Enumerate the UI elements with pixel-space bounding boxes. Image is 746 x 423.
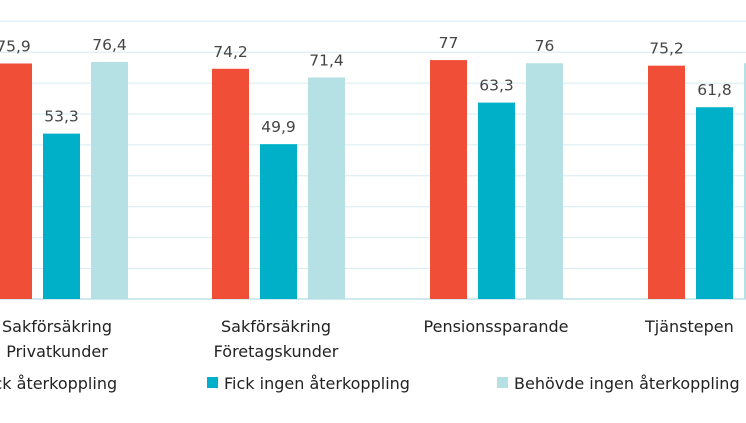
data-label: 76 — [535, 37, 555, 55]
data-label: 63,3 — [479, 77, 514, 95]
data-label: 74,2 — [213, 43, 248, 61]
data-label: 77 — [439, 34, 459, 52]
data-label: 61,8 — [697, 81, 732, 99]
data-label: 75,9 — [0, 38, 31, 56]
x-tick-label: Tjänstepen — [644, 317, 734, 336]
bar — [212, 68, 249, 299]
legend-swatch — [207, 377, 218, 388]
legend-label: Behövde ingen återkoppling — [514, 374, 740, 393]
x-tick-label: Privatkunder — [6, 342, 108, 361]
legend-label: Fick återkoppling — [0, 374, 117, 393]
legend-swatch — [497, 377, 508, 388]
data-label: 49,9 — [261, 118, 296, 136]
bar — [696, 107, 733, 299]
x-tick-label: Sakförsäkring — [2, 317, 112, 336]
bar — [430, 60, 467, 299]
data-label: 53,3 — [44, 108, 79, 126]
bar — [260, 144, 297, 299]
x-tick-label: Företagskunder — [214, 342, 339, 361]
bar — [478, 102, 515, 299]
bar — [744, 63, 746, 299]
bar — [91, 61, 128, 300]
bar — [308, 77, 345, 299]
bar — [648, 65, 685, 299]
x-tick-label: Sakförsäkring — [221, 317, 331, 336]
legend-label: Fick ingen återkoppling — [224, 374, 410, 393]
data-label: 75,2 — [649, 40, 684, 58]
bar — [43, 133, 80, 299]
x-tick-label: Pensionssparande — [424, 317, 569, 336]
data-label: 71,4 — [309, 51, 344, 69]
bar — [526, 63, 563, 299]
bar — [0, 63, 32, 299]
data-label: 76,4 — [92, 36, 127, 54]
